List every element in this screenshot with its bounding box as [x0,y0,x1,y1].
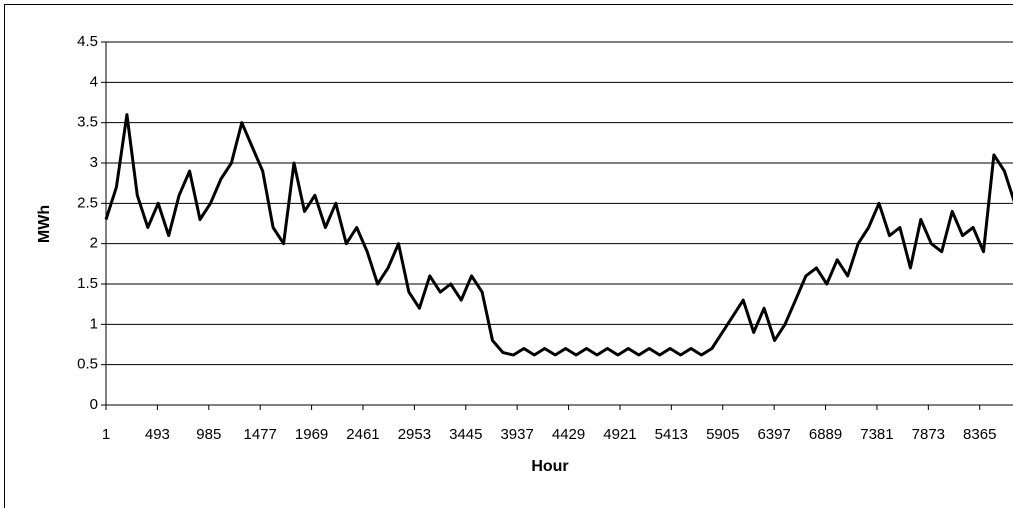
y-tick-label: 2.5 [77,194,98,211]
x-tick-label: 7381 [860,426,893,443]
x-tick-label: 1 [102,426,110,443]
x-tick-label: 4429 [552,426,585,443]
x-tick-label: 2953 [398,426,431,443]
y-tick-label: 2 [90,235,98,252]
x-tick-label: 8365 [963,426,996,443]
y-tick-label: 3 [90,154,98,171]
y-tick-label: 1 [90,315,98,332]
x-tick-label: 4921 [603,426,636,443]
x-tick-label: 493 [145,426,170,443]
x-tick-label: 7873 [912,426,945,443]
x-tick-label: 1969 [295,426,328,443]
x-axis-title: Hour [531,458,568,475]
x-tick-label: 3445 [449,426,482,443]
x-tick-label: 5413 [655,426,688,443]
x-tick-label: 5905 [706,426,739,443]
data-line [104,113,1013,357]
x-tick-label: 2461 [346,426,379,443]
y-tick-label: 0 [90,396,98,413]
y-tick-label: 4.5 [77,33,98,50]
x-tick-label: 3937 [500,426,533,443]
y-tick-label: 1.5 [77,275,98,292]
x-tick-label: 6397 [757,426,790,443]
y-axis-title: MWh [36,205,53,243]
x-tick-label: 6889 [809,426,842,443]
y-tick-label: 4 [90,73,98,90]
chart-frame [4,4,1013,508]
y-tick-label: 3.5 [77,114,98,131]
y-tick-label: 0.5 [77,356,98,373]
x-tick-label: 1477 [244,426,277,443]
x-tick-label: 985 [196,426,221,443]
